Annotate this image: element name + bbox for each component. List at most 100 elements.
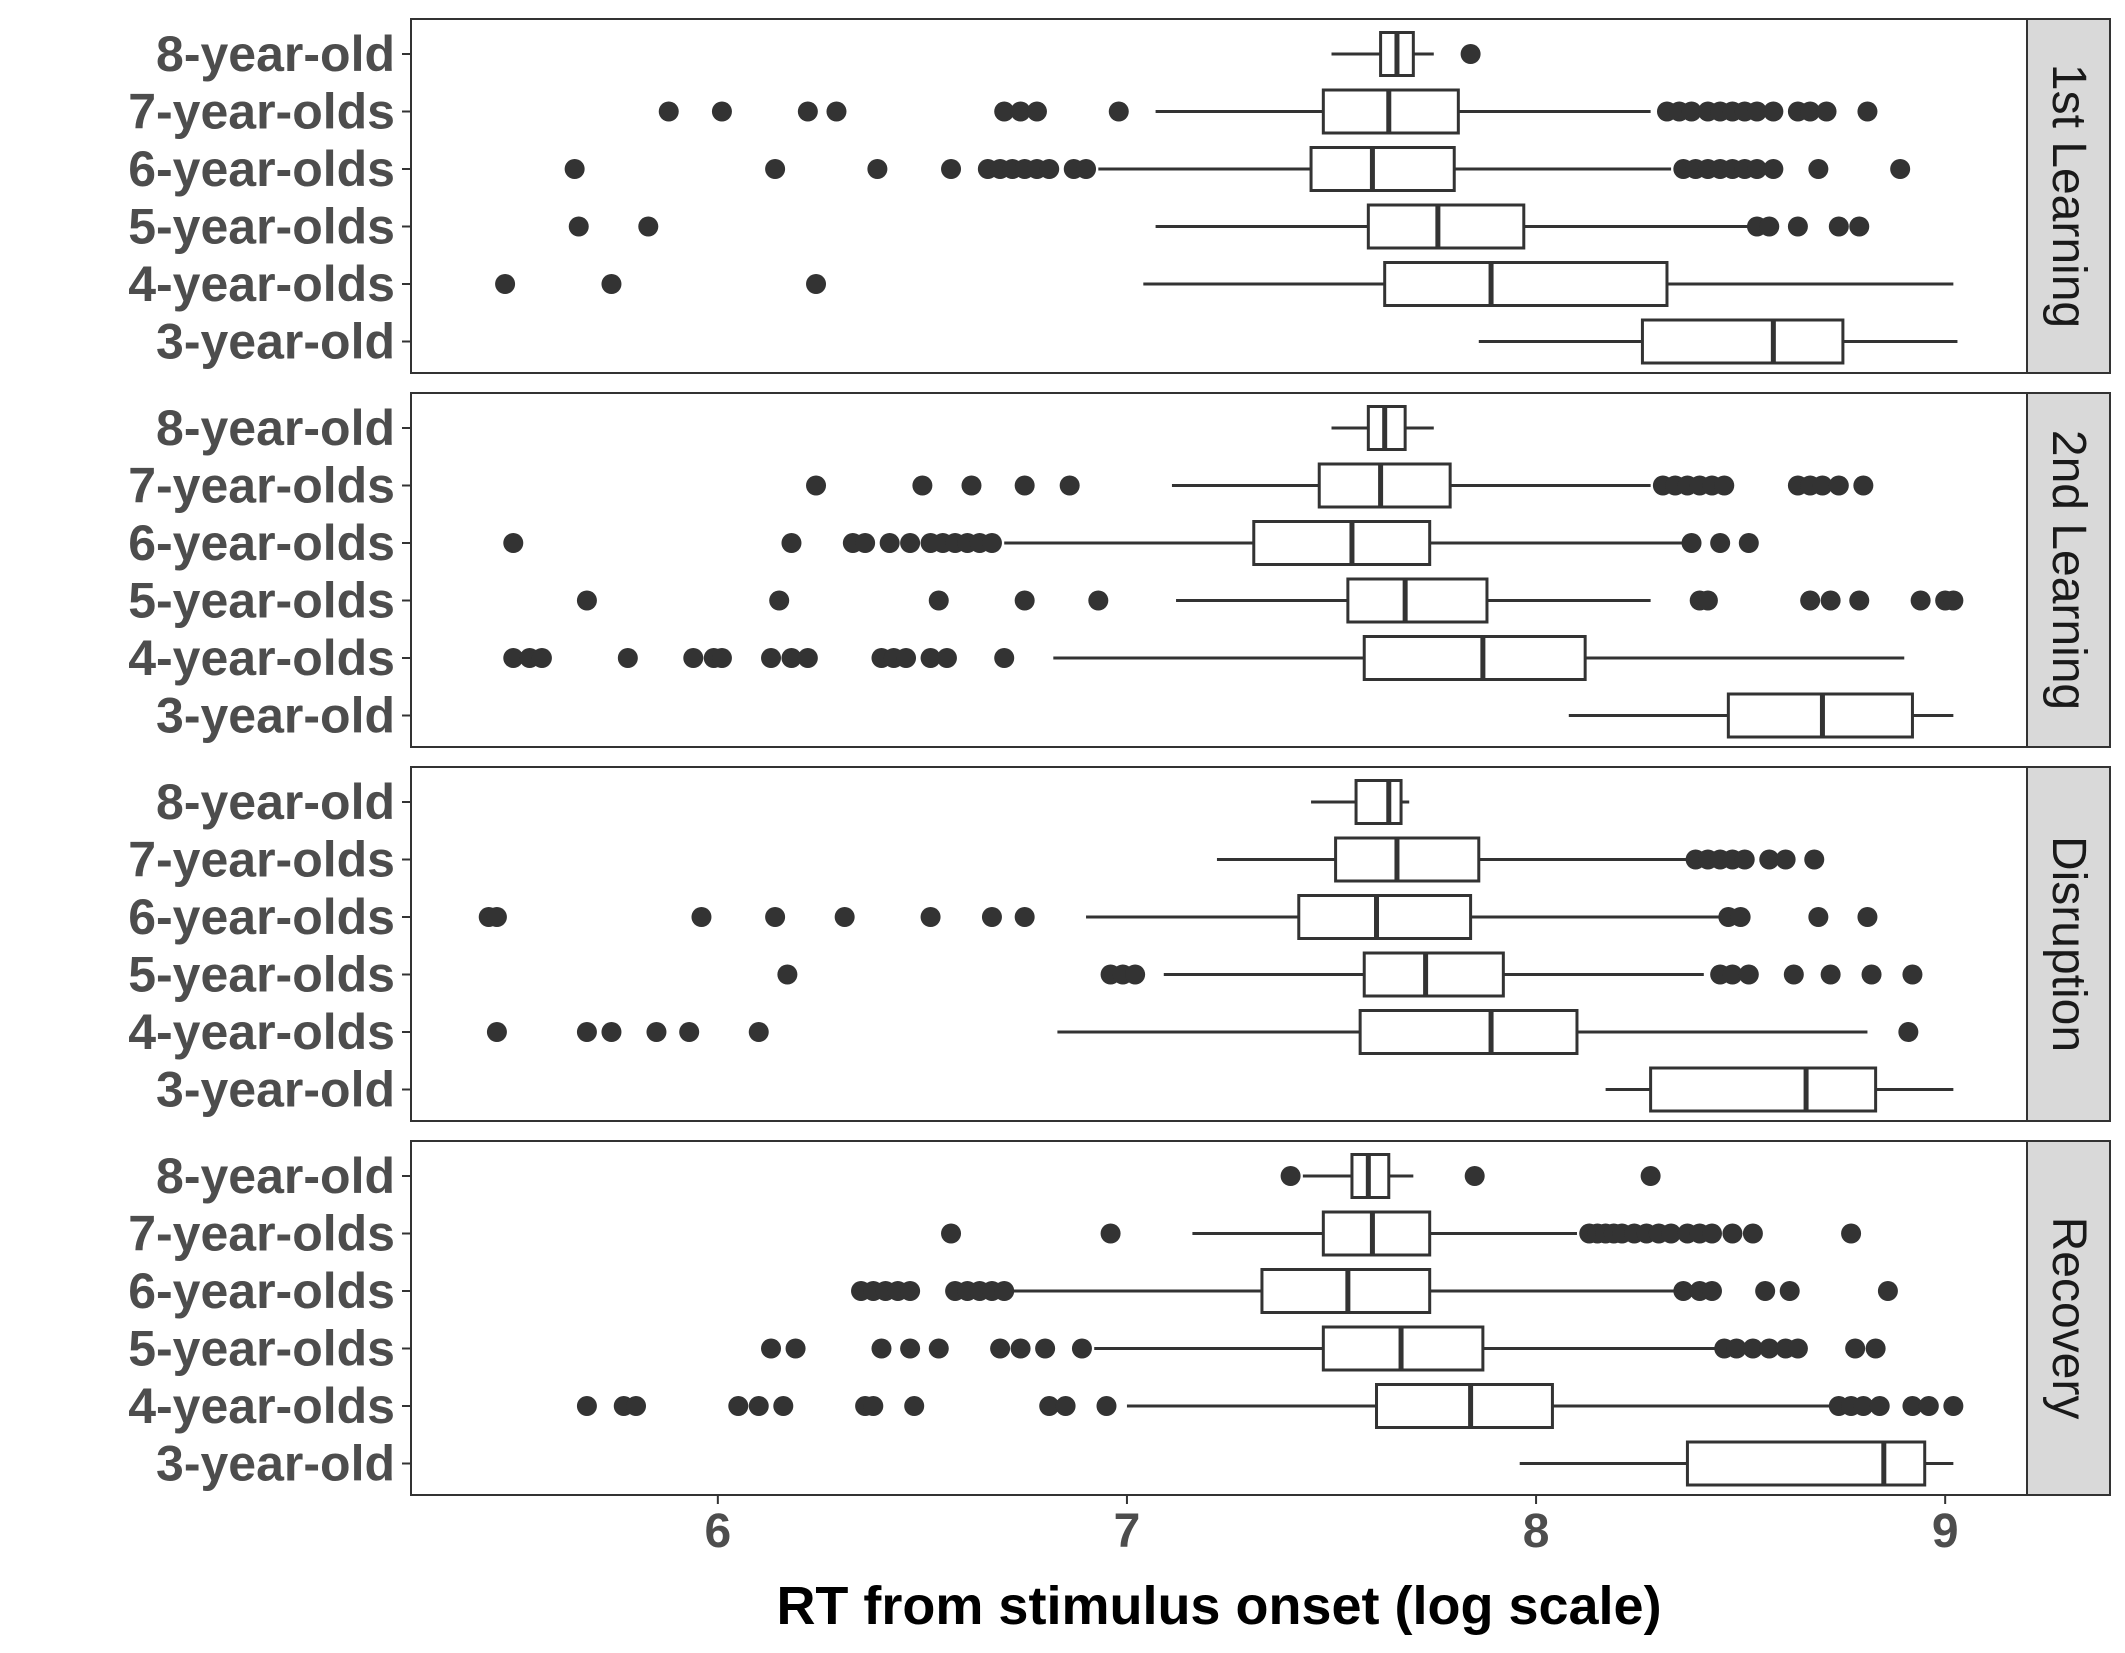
outlier-point bbox=[1026, 101, 1047, 122]
iqr-box bbox=[1309, 146, 1456, 192]
strip-label: Disruption bbox=[2042, 836, 2095, 1052]
x-axis: 6 7 8 9 bbox=[704, 1495, 1959, 1558]
outlier-point bbox=[941, 159, 962, 179]
box-group bbox=[1280, 1153, 1661, 1199]
outlier-point bbox=[1943, 590, 1964, 611]
outlier-point bbox=[1039, 1396, 1060, 1416]
outlier-point bbox=[1804, 849, 1825, 870]
outlier-point bbox=[1820, 590, 1841, 611]
outlier-point bbox=[1779, 1281, 1800, 1301]
iqr-box bbox=[1362, 635, 1587, 681]
outlier-point bbox=[797, 101, 818, 122]
outlier-point bbox=[1759, 1338, 1780, 1359]
outlier-point bbox=[904, 1396, 925, 1416]
outlier-point bbox=[936, 648, 957, 668]
y-tick-label: 7-year-olds bbox=[128, 1206, 395, 1262]
y-tick-label: 5-year-olds bbox=[128, 1321, 395, 1377]
outlier-point bbox=[1701, 1281, 1722, 1301]
strip-background bbox=[2026, 766, 2111, 1122]
y-tick-label: 5-year-olds bbox=[128, 947, 395, 1003]
outlier-point bbox=[1763, 159, 1784, 179]
y-tick-label: 3-year-old bbox=[156, 688, 395, 744]
iqr-box bbox=[1317, 462, 1452, 509]
outlier-point bbox=[1010, 1338, 1031, 1359]
panel-frame bbox=[410, 1140, 2028, 1496]
outlier-point bbox=[1014, 590, 1035, 611]
y-tick-label: 3-year-old bbox=[156, 1436, 395, 1492]
box-group bbox=[851, 1268, 1898, 1314]
y-tick-label: 6-year-olds bbox=[128, 141, 395, 197]
outlier-point bbox=[896, 648, 917, 668]
outlier-point bbox=[1096, 1396, 1117, 1416]
outlier-point bbox=[1088, 590, 1109, 611]
panel: Disruption 8-year-old7-year-olds6-year-ol… bbox=[128, 766, 2111, 1122]
outlier-point bbox=[928, 1338, 949, 1359]
outlier-point bbox=[601, 1022, 622, 1042]
outlier-point bbox=[777, 964, 798, 985]
strip-label: Recovery bbox=[2042, 1217, 2095, 1420]
outlier-point bbox=[748, 1022, 769, 1042]
iqr-box bbox=[1321, 1210, 1432, 1257]
outlier-point bbox=[1812, 475, 1833, 496]
outlier-point bbox=[1738, 964, 1759, 985]
outlier-point bbox=[1800, 101, 1821, 122]
outlier-point bbox=[1280, 1166, 1301, 1186]
outlier-point bbox=[1755, 1281, 1776, 1301]
iqr-box bbox=[1649, 1066, 1878, 1113]
outlier-point bbox=[1681, 533, 1702, 553]
outlier-point bbox=[711, 101, 732, 122]
outlier-point bbox=[1861, 964, 1882, 985]
outlier-point bbox=[1076, 159, 1097, 179]
outlier-point bbox=[912, 475, 933, 496]
outlier-point bbox=[1890, 159, 1911, 179]
outlier-point bbox=[1701, 1223, 1722, 1244]
panel: 2nd Learning 8-year-old7-year-olds6-year-… bbox=[128, 392, 2111, 748]
outlier-point bbox=[855, 533, 876, 553]
outlier-point bbox=[601, 274, 622, 294]
outlier-point bbox=[1783, 964, 1804, 985]
outlier-point bbox=[994, 101, 1015, 122]
outlier-point bbox=[1841, 1223, 1862, 1244]
box-group bbox=[1478, 318, 1958, 365]
panel-frame bbox=[410, 18, 2028, 374]
outlier-point bbox=[1460, 44, 1481, 64]
y-tick-label: 4-year-olds bbox=[128, 1004, 395, 1060]
outlier-point bbox=[1816, 101, 1837, 122]
panel-frame bbox=[410, 766, 2028, 1122]
outlier-point bbox=[626, 1396, 647, 1416]
outlier-point bbox=[863, 1396, 884, 1416]
outlier-point bbox=[1943, 1396, 1964, 1416]
outlier-point bbox=[568, 216, 589, 237]
outlier-point bbox=[941, 1223, 962, 1244]
box-group bbox=[1605, 1066, 1954, 1113]
outlier-point bbox=[1714, 475, 1735, 496]
outlier-point bbox=[691, 907, 712, 927]
outlier-point bbox=[981, 533, 1002, 553]
outlier-point bbox=[1787, 1338, 1808, 1359]
outlier-point bbox=[879, 533, 900, 553]
outlier-point bbox=[1746, 159, 1767, 179]
outlier-point bbox=[761, 1338, 782, 1359]
outlier-point bbox=[1108, 101, 1129, 122]
iqr-box bbox=[1640, 318, 1845, 365]
iqr-box bbox=[1383, 261, 1669, 307]
outlier-point bbox=[1722, 1223, 1743, 1244]
outlier-point bbox=[1808, 907, 1829, 927]
outlier-point bbox=[1010, 101, 1031, 122]
outlier-point bbox=[928, 590, 949, 611]
outlier-point bbox=[1742, 1223, 1763, 1244]
outlier-point bbox=[773, 1396, 794, 1416]
iqr-box bbox=[1252, 520, 1432, 566]
outlier-point bbox=[711, 648, 732, 668]
panel: 1st Learning 8-year-old7-year-olds6-year-… bbox=[128, 18, 2111, 374]
box-group bbox=[503, 635, 1905, 681]
outlier-point bbox=[1800, 590, 1821, 611]
outlier-point bbox=[683, 648, 704, 668]
outlier-point bbox=[981, 907, 1002, 927]
y-tick-label: 4-year-olds bbox=[128, 1378, 395, 1434]
outlier-point bbox=[1730, 907, 1751, 927]
outlier-point bbox=[1726, 1338, 1747, 1359]
outlier-point bbox=[761, 648, 782, 668]
outlier-point bbox=[1902, 964, 1923, 985]
